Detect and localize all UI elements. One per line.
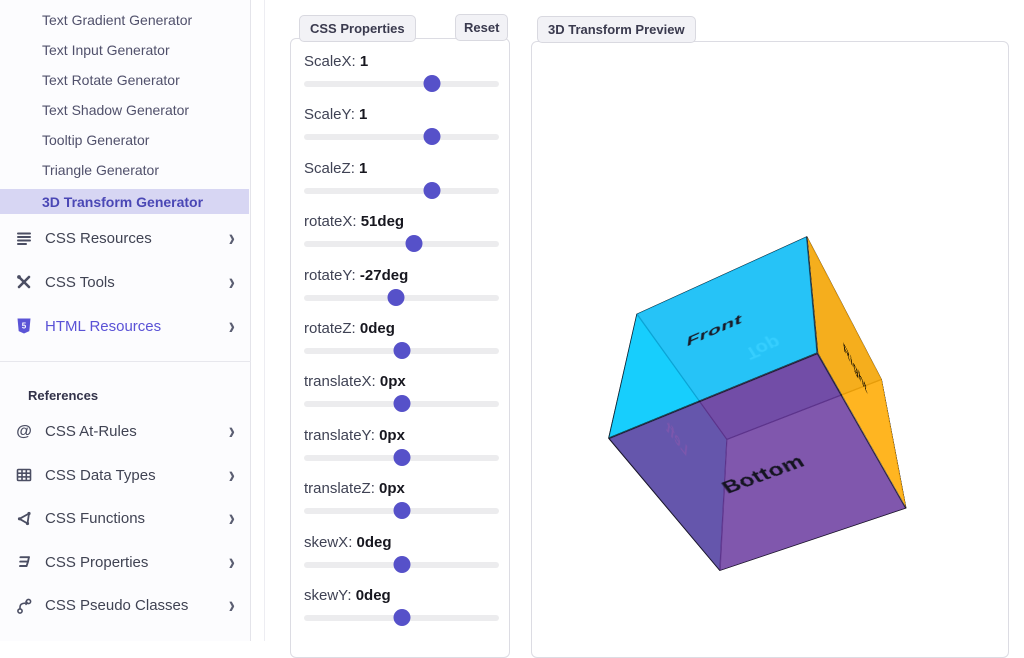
slider-thumb[interactable] <box>393 608 410 626</box>
translatez-label: translateZ: 0px <box>304 480 405 498</box>
sidebar-item-triangle-generator[interactable]: Triangle Generator <box>42 162 159 178</box>
slider-thumb[interactable] <box>387 288 405 306</box>
rotatez-slider-track[interactable] <box>304 341 499 359</box>
slider-thumb[interactable] <box>423 128 441 146</box>
references-list: @ CSS At-Rules › CSS Data Types › CSS Fu… <box>0 410 249 628</box>
slider-thumb[interactable] <box>393 502 410 520</box>
slider-thumb[interactable] <box>393 555 410 573</box>
chevron-right-icon: › <box>228 418 235 445</box>
svg-text:5: 5 <box>22 322 27 331</box>
scalex-slider: ScaleX: 1 <box>304 52 499 105</box>
references-heading: References <box>28 388 99 403</box>
rotatez-slider: rotateZ: 0deg <box>304 319 499 372</box>
chevron-right-icon: › <box>228 312 235 340</box>
sidebar-item-text-rotate-generator[interactable]: Text Rotate Generator <box>42 72 180 88</box>
translatex-label: translateX: 0px <box>304 373 406 391</box>
rotatex-label: rotateX: 51deg <box>304 213 405 231</box>
reset-button[interactable]: Reset <box>455 14 509 41</box>
translatey-label: translateY: 0px <box>304 426 405 444</box>
rotatey-slider: rotateY: -27deg <box>304 266 499 319</box>
translatez-slider-track[interactable] <box>304 502 499 520</box>
at-icon: @ <box>16 422 32 440</box>
cube-scene: FrontBackTopBottomLeftRight <box>608 236 907 572</box>
translatey-slider-track[interactable] <box>304 448 499 466</box>
sidebar-item-label: CSS Tools <box>45 273 115 291</box>
skewy-label: skewY: 0deg <box>304 586 391 604</box>
content-separator-line <box>264 0 265 641</box>
slider-thumb[interactable] <box>393 341 410 359</box>
slider-thumb[interactable] <box>423 75 441 92</box>
functions-icon <box>14 509 34 529</box>
skewx-slider-track[interactable] <box>304 555 499 573</box>
translatex-slider: translateX: 0px <box>304 372 499 425</box>
sidebar-item-css-resources[interactable]: CSS Resources › <box>0 216 249 260</box>
preview-panel: FrontBackTopBottomLeftRight <box>531 41 1009 658</box>
scalez-slider-track[interactable] <box>304 181 499 199</box>
chevron-right-icon: › <box>228 462 235 489</box>
lines-icon <box>14 228 34 248</box>
sidebar-item-css-at-rules[interactable]: @ CSS At-Rules › <box>0 410 249 454</box>
sidebar-divider <box>0 361 251 362</box>
chevron-right-icon: › <box>228 549 235 576</box>
sidebar-item-css-properties[interactable]: CSS Properties › <box>0 541 249 585</box>
cube: FrontBackTopBottomLeftRight <box>608 236 907 572</box>
rotatey-slider-track[interactable] <box>304 288 499 306</box>
sidebar-item-label: CSS Pseudo Classes <box>45 597 189 615</box>
sidebar-item-label: CSS Properties <box>45 553 149 571</box>
css-shield-icon <box>14 552 34 572</box>
slider-thumb[interactable] <box>423 181 441 199</box>
sidebar-item-text-gradient-generator[interactable]: Text Gradient Generator <box>42 12 193 28</box>
skewx-label: skewX: 0deg <box>304 533 392 551</box>
chevron-right-icon: › <box>228 268 235 296</box>
translatey-slider: translateY: 0px <box>304 426 499 479</box>
skewx-slider: skewX: 0deg <box>304 533 499 586</box>
html5-icon: 5 <box>14 316 34 336</box>
sidebar-item-label: CSS Functions <box>45 510 146 528</box>
skewy-slider-track[interactable] <box>304 608 499 626</box>
scalez-slider: ScaleZ: 1 <box>304 159 499 212</box>
scalez-label: ScaleZ: 1 <box>304 159 368 177</box>
scaley-slider-track[interactable] <box>304 128 499 146</box>
slider-thumb[interactable] <box>393 395 410 413</box>
scaley-slider: ScaleY: 1 <box>304 105 499 158</box>
tools-icon <box>14 272 34 292</box>
scalex-label: ScaleX: 1 <box>304 53 369 70</box>
sidebar-item-html-resources[interactable]: 5 HTML Resources › <box>0 304 249 348</box>
sidebar-item-css-tools[interactable]: CSS Tools › <box>0 260 249 304</box>
slider-thumb[interactable] <box>393 448 410 466</box>
sidebar-item-text-shadow-generator[interactable]: Text Shadow Generator <box>42 102 190 118</box>
sidebar-item-css-data-types[interactable]: CSS Data Types › <box>0 454 249 498</box>
sidebar-item-3d-transform-generator[interactable]: 3D Transform Generator <box>0 189 249 214</box>
translatex-slider-track[interactable] <box>304 395 499 413</box>
sidebar-item-text-input-generator[interactable]: Text Input Generator <box>42 42 170 58</box>
skewy-slider: skewY: 0deg <box>304 586 499 639</box>
sidebar-item-label: CSS Resources <box>45 229 152 247</box>
sidebar-item-label: CSS Data Types <box>45 466 156 484</box>
sidebar-section-list: CSS Resources › CSS Tools › 5 HTML Resou… <box>0 216 249 348</box>
slider-thumb[interactable] <box>405 235 423 253</box>
sidebar: Text Gradient Generator Text Input Genera… <box>0 0 251 641</box>
branch-icon <box>14 596 34 616</box>
sidebar-item-css-pseudo-classes[interactable]: CSS Pseudo Classes › <box>0 584 249 628</box>
generator-nav-list: Text Gradient Generator Text Input Genera… <box>0 5 249 214</box>
chevron-right-icon: › <box>228 592 235 619</box>
sidebar-item-label: HTML Resources <box>45 317 162 335</box>
sliders-container: ScaleX: 1 ScaleY: 1 ScaleZ: 1 rotateX: 5… <box>304 52 499 639</box>
rotatex-slider: rotateX: 51deg <box>304 212 499 265</box>
sidebar-item-label: CSS At-Rules <box>45 423 137 441</box>
rotatez-label: rotateZ: 0deg <box>304 319 395 337</box>
chevron-right-icon: › <box>228 224 235 252</box>
table-icon <box>14 465 34 485</box>
preview-panel-title: 3D Transform Preview <box>537 16 696 43</box>
chevron-right-icon: › <box>228 505 235 532</box>
css-properties-panel: ScaleX: 1 ScaleY: 1 ScaleZ: 1 rotateX: 5… <box>290 38 510 658</box>
css-properties-panel-title: CSS Properties <box>299 15 416 42</box>
sidebar-item-tooltip-generator[interactable]: Tooltip Generator <box>42 132 150 148</box>
translatez-slider: translateZ: 0px <box>304 479 499 532</box>
scalex-slider-track[interactable] <box>304 75 499 92</box>
rotatex-slider-track[interactable] <box>304 235 499 253</box>
scaley-label: ScaleY: 1 <box>304 106 368 124</box>
sidebar-item-css-functions[interactable]: CSS Functions › <box>0 497 249 541</box>
rotatey-label: rotateY: -27deg <box>304 266 409 284</box>
